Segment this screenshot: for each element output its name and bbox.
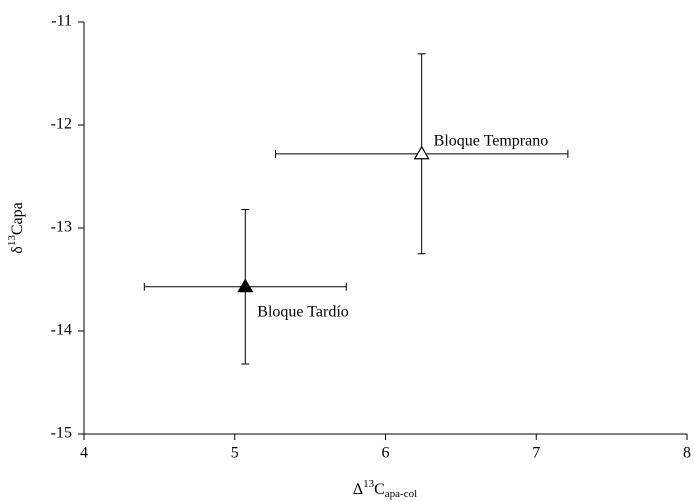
x-tick-label: 7 bbox=[532, 445, 540, 462]
y-axis-label: δ13Capa bbox=[6, 202, 26, 253]
y-tick-label: -15 bbox=[51, 425, 72, 442]
label-sub: apa-col bbox=[385, 488, 417, 500]
y-tick-label: -11 bbox=[51, 13, 72, 30]
label-part: Δ bbox=[353, 481, 363, 498]
y-tick-label: -14 bbox=[51, 322, 72, 339]
x-tick-label: 4 bbox=[80, 445, 88, 462]
x-tick-label: 5 bbox=[231, 445, 239, 462]
label-sup: 13 bbox=[363, 478, 375, 490]
point-label: Bloque Temprano bbox=[434, 133, 549, 150]
label-part: C bbox=[374, 481, 385, 498]
label-part: Capa bbox=[9, 202, 26, 235]
y-tick-label: -13 bbox=[51, 219, 72, 236]
label-sup: 13 bbox=[6, 235, 18, 247]
x-tick-label: 6 bbox=[382, 445, 390, 462]
point-label: Bloque Tardío bbox=[257, 303, 348, 320]
x-tick-label: 8 bbox=[683, 445, 691, 462]
point bbox=[237, 278, 254, 293]
label-part: δ bbox=[9, 246, 26, 254]
point bbox=[413, 145, 430, 160]
y-tick-label: -12 bbox=[51, 116, 72, 133]
x-axis-label: Δ13Capa-col bbox=[353, 478, 417, 500]
